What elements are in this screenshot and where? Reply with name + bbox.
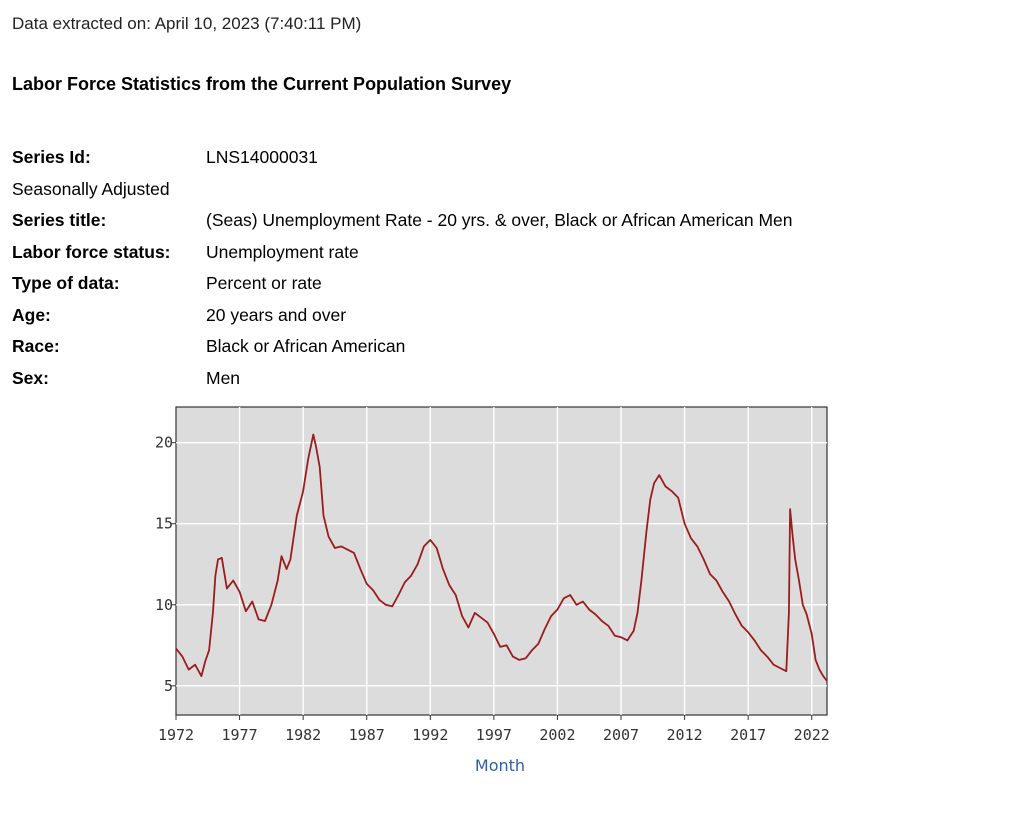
- meta-key: Age:: [12, 304, 51, 325]
- axis-ticks: 1972 1977 1982 1987 1992 1997 2002 2007 2012 2017…: [155, 434, 830, 744]
- y-tick-label: 20: [155, 434, 173, 452]
- extracted-timestamp: Data extracted on: April 10, 2023 (7:40:…: [12, 14, 362, 33]
- meta-row-seasonal: Seasonally Adjusted: [12, 174, 792, 206]
- x-tick-label: 2022: [794, 726, 830, 744]
- unemployment-rate-chart: 1972 1977 1982 1987 1992 1997 2002 2007 2012 2017…: [155, 406, 830, 775]
- meta-row-sex: Sex: Men: [12, 363, 792, 395]
- x-tick-label: 1992: [412, 726, 448, 744]
- x-tick-label: 1977: [222, 726, 258, 744]
- x-tick-label: 1997: [476, 726, 512, 744]
- meta-row-series-title: Series title: (Seas) Unemployment Rate -…: [12, 205, 792, 237]
- y-tick-label: 15: [155, 515, 173, 533]
- meta-key: Seasonally Adjusted: [12, 178, 170, 199]
- y-tick-label: 5: [164, 677, 173, 695]
- x-tick-label: 1982: [285, 726, 321, 744]
- meta-value: (Seas) Unemployment Rate - 20 yrs. & ove…: [206, 210, 793, 231]
- x-tick-label: 2017: [730, 726, 766, 744]
- meta-value: Unemployment rate: [206, 241, 359, 262]
- x-tick-label: 1972: [158, 726, 194, 744]
- series-metadata: Series Id: LNS14000031 Seasonally Adjust…: [12, 142, 792, 394]
- meta-value: Black or African American: [206, 336, 406, 357]
- x-tick-label: 2007: [603, 726, 639, 744]
- meta-row-race: Race: Black or African American: [12, 331, 792, 363]
- x-axis-label: Month: [475, 756, 525, 775]
- meta-value: 20 years and over: [206, 304, 347, 325]
- meta-row-series-id: Series Id: LNS14000031: [12, 142, 792, 174]
- x-tick-label: 2012: [667, 726, 703, 744]
- meta-row-type-of-data: Type of data: Percent or rate: [12, 268, 792, 300]
- x-tick-label: 1987: [349, 726, 385, 744]
- meta-key: Series Id:: [12, 147, 91, 168]
- y-tick-label: 10: [155, 596, 173, 614]
- meta-row-labor-force-status: Labor force status: Unemployment rate: [12, 237, 792, 269]
- x-tick-label: 2002: [539, 726, 575, 744]
- meta-key: Series title:: [12, 210, 107, 231]
- grid: [176, 407, 827, 715]
- meta-value: Men: [206, 367, 241, 388]
- meta-value: LNS14000031: [206, 147, 318, 168]
- meta-value: Percent or rate: [206, 273, 322, 294]
- series-line: [175, 433, 828, 682]
- meta-key: Sex:: [12, 367, 49, 388]
- page-title: Labor Force Statistics from the Current …: [12, 74, 512, 94]
- plot-area: [175, 406, 828, 716]
- meta-key: Race:: [12, 336, 60, 357]
- meta-key: Labor force status:: [12, 241, 171, 262]
- meta-row-age: Age: 20 years and over: [12, 300, 792, 332]
- series-layer: [175, 433, 828, 682]
- meta-key: Type of data:: [12, 273, 120, 294]
